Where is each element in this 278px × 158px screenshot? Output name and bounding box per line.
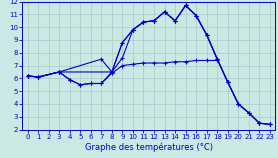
X-axis label: Graphe des températures (°C): Graphe des températures (°C) [85, 143, 213, 152]
